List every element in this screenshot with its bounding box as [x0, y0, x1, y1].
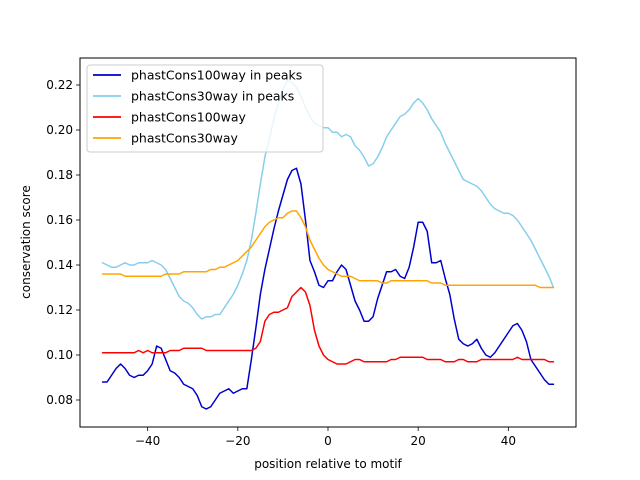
legend-frame [86, 64, 324, 153]
y-tick-label: 0.14 [46, 258, 73, 272]
legend-label-phastcons30way-in-peaks: phastCons30way in peaks [131, 89, 294, 104]
y-tick-label: 0.10 [46, 348, 73, 362]
y-tick-label: 0.22 [46, 78, 73, 92]
x-tick-label: 20 [411, 434, 426, 448]
y-axis-ticks: 0.08 0.10 0.12 0.14 0.16 0.18 0.20 0.22 [46, 78, 80, 407]
x-tick-label: 0 [324, 434, 332, 448]
y-axis-label: conservation score [19, 185, 33, 299]
x-axis-ticks: −40 −20 0 20 40 [135, 427, 516, 448]
x-axis-label: position relative to motif [254, 457, 402, 471]
legend-label-phastcons30way: phastCons30way [131, 131, 239, 146]
y-tick-label: 0.16 [46, 213, 73, 227]
series-layer [101, 79, 555, 410]
y-tick-label: 0.18 [46, 168, 73, 182]
series-line-phastcons30way-in-peaks [101, 79, 555, 320]
x-tick-label: 40 [501, 434, 516, 448]
series-line-phastcons30way [101, 210, 555, 289]
y-tick-label: 0.20 [46, 123, 73, 137]
legend-label-phastcons100way: phastCons100way [131, 110, 246, 125]
y-tick-label: 0.12 [46, 303, 73, 317]
legend-entries: phastCons100way in peaks phastCons30way i… [93, 68, 302, 146]
x-tick-label: −20 [225, 434, 250, 448]
legend: phastCons100way in peaks phastCons30way i… [86, 64, 324, 153]
series-line-phastcons100way-in-peaks [101, 167, 555, 410]
y-tick-label: 0.08 [46, 393, 73, 407]
legend-label-phastcons100way-in-peaks: phastCons100way in peaks [131, 68, 302, 83]
x-tick-label: −40 [135, 434, 160, 448]
series-line-phastcons100way [101, 286, 555, 365]
